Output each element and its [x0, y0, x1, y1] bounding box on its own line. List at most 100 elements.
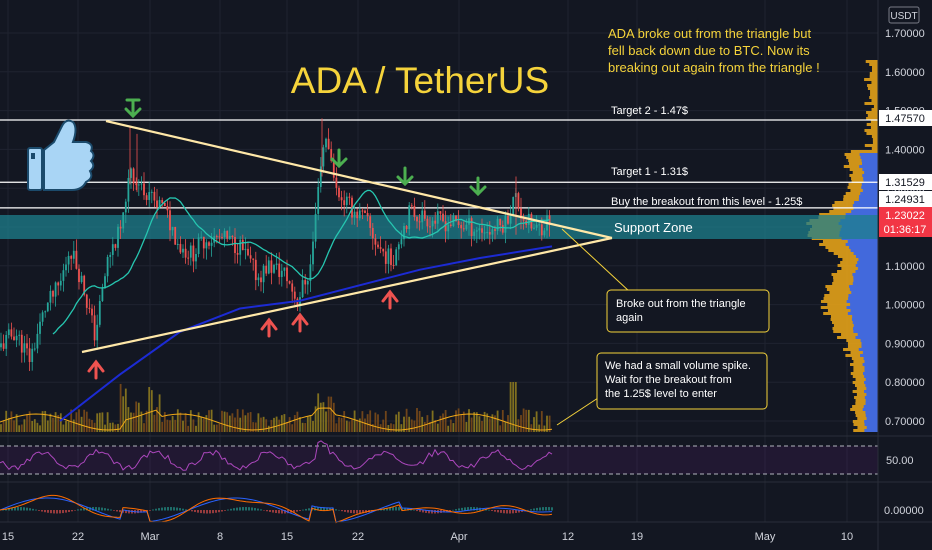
volume-bar [423, 421, 426, 432]
candle-body [200, 236, 203, 238]
volume-bar [548, 415, 551, 432]
vp-bar-up [857, 267, 878, 270]
volume-bar [200, 416, 203, 432]
macd-hist-bar [215, 510, 217, 513]
macd-hist-bar [119, 510, 121, 513]
candle-body [470, 218, 473, 236]
green-arrow-down-icon [330, 148, 348, 169]
candle-body [208, 242, 210, 246]
volume-ma-line [0, 407, 553, 431]
price-badge [879, 191, 932, 207]
macd-hist-bar [149, 510, 151, 511]
candle-body [410, 205, 413, 207]
volume-bar [317, 393, 320, 432]
candle-body [111, 244, 114, 255]
volume-bar [93, 422, 96, 432]
candle-body [491, 229, 494, 235]
candle-body [13, 336, 15, 341]
volume-bar [20, 424, 23, 432]
macd-hist-bar [506, 510, 508, 514]
volume-bar [221, 410, 223, 432]
candle-body [0, 343, 2, 348]
candle-body [421, 210, 424, 223]
candle-body [353, 211, 356, 218]
volume-bar [0, 424, 2, 432]
macd-hist-bar [539, 507, 541, 511]
candle-body [377, 244, 379, 248]
macd-hist-bar [323, 507, 325, 511]
target2-label: Target 2 - 1.47$ [611, 105, 688, 117]
macd-hist-bar [104, 508, 106, 511]
macd-hist-bar [20, 507, 22, 511]
macd-hist-bar [239, 507, 241, 511]
volume-bar [239, 417, 242, 432]
volume-bar [491, 414, 494, 432]
volume-bar [197, 412, 200, 432]
macd-hist-bar [8, 507, 10, 511]
candle-body [80, 275, 83, 283]
candle-body [304, 280, 307, 285]
macd-hist-bar [281, 510, 283, 514]
volume-bar [504, 421, 507, 432]
macd-hist-bar [458, 508, 460, 511]
volume-bar [361, 411, 364, 432]
volume-bar [465, 421, 468, 432]
candle-body [176, 243, 179, 245]
volume-bar [468, 409, 470, 432]
vp-bar-down [866, 111, 878, 114]
currency-badge [888, 6, 920, 24]
candle-body [49, 290, 52, 303]
red-arrow-up-icon [381, 289, 399, 310]
macd-hist-bar [269, 510, 271, 512]
vp-bar-up [845, 213, 878, 216]
vp-bar-up [863, 177, 878, 180]
ema-line [59, 245, 553, 422]
candle-body [223, 230, 226, 238]
candle-body [301, 280, 304, 298]
vp-bar-up [845, 243, 878, 246]
candle-body [166, 206, 169, 211]
x-tick-label: May [755, 531, 776, 543]
volume-bar [387, 424, 390, 432]
vp-bar-down [866, 132, 878, 135]
candle-body [39, 321, 41, 334]
vp-bar-down [864, 78, 878, 81]
macd-hist-bar [185, 509, 187, 511]
candle-body [119, 226, 122, 229]
candle-body [288, 281, 291, 284]
vp-bar-up [865, 402, 878, 405]
macd-hist-bar [197, 510, 199, 513]
candle-body [23, 343, 26, 353]
volume-bar [78, 409, 80, 432]
macd-hist-bar [356, 510, 358, 514]
macd-hist-bar [383, 508, 385, 511]
vp-bar-down [871, 135, 878, 138]
volume-bar [252, 422, 255, 432]
macd-hist-bar [227, 509, 229, 511]
vp-bar-up [860, 339, 878, 342]
macd-hist-bar [230, 508, 232, 511]
candle-body [460, 224, 463, 229]
breakout-callout-pointer [561, 228, 631, 293]
macd-hist-bar [44, 510, 46, 513]
volume-bar [75, 412, 78, 432]
volume-bar [187, 425, 190, 432]
candle-body [54, 282, 57, 297]
candle-body [384, 251, 387, 264]
volume-bar [192, 419, 195, 432]
volume-callout-line2: Wait for the breakout from [605, 374, 732, 386]
volume-bar [416, 408, 418, 432]
vp-bar-down [870, 126, 878, 129]
candle-body [218, 236, 221, 238]
candle-body [140, 183, 143, 185]
macd-hist-bar [263, 510, 265, 511]
candle-body [319, 166, 322, 187]
vp-bar-up [848, 294, 878, 297]
volume-bar [512, 382, 515, 432]
macd-hist-bar [512, 510, 514, 514]
volume-bar [533, 417, 535, 432]
candle-body [273, 264, 275, 273]
vp-bar-up [852, 321, 878, 324]
vp-bar-up [866, 426, 878, 429]
candle-body [257, 277, 260, 281]
